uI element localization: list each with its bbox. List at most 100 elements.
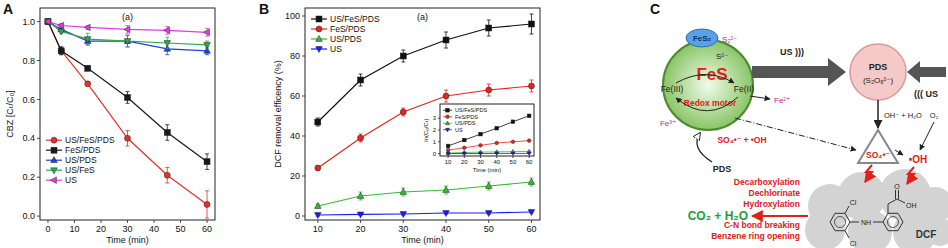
radical-triangle [858, 130, 898, 163]
aromatic-circle [888, 217, 899, 228]
data-point [528, 21, 534, 27]
data-point [45, 19, 51, 25]
data-point [479, 132, 483, 136]
data-point [400, 188, 407, 194]
legend-label: US [455, 127, 463, 133]
legend-marker [316, 16, 322, 22]
annotation: (a) [417, 12, 428, 22]
data-point [528, 210, 535, 216]
y-tick-label: 0.2 [22, 172, 35, 182]
diagram: FeS₂S₂²⁻S²⁻FeSFe(III)Fe(II)Redox motorFe… [660, 29, 948, 248]
pds-formula: (S₂O₈²⁻) [863, 76, 894, 85]
legend: US/FeS/PDSFeS/PDSUS/PDSUS [443, 107, 487, 133]
degradation-step: Dechlorinate [749, 188, 801, 198]
pds-input: PDS [713, 164, 732, 174]
series-line [48, 22, 207, 51]
data-point [44, 18, 50, 25]
data-point [45, 19, 51, 25]
data-point [527, 152, 531, 156]
data-point [358, 77, 364, 83]
bond [845, 206, 849, 213]
hydroxyl-arrow [895, 150, 903, 155]
data-point [485, 211, 492, 217]
s2-label: S²⁻ [716, 52, 728, 61]
data-point [315, 213, 322, 219]
bond [888, 199, 897, 204]
legend-label: US/FeS/PDS [65, 135, 115, 145]
data-point [315, 202, 322, 208]
x-tick-label: 10 [69, 224, 79, 234]
plot-frame [40, 8, 215, 220]
error-bar [205, 154, 209, 170]
data-point [164, 129, 170, 135]
error-bar [316, 166, 320, 170]
series-line [318, 212, 532, 215]
y-tick-label: 0.0 [22, 211, 35, 221]
panel-label: B [259, 1, 269, 17]
legend-marker [446, 108, 450, 112]
bond [850, 222, 859, 223]
degradation-step: Benzene ring opening [711, 231, 800, 241]
legend-marker [446, 128, 450, 132]
data-point [204, 201, 210, 207]
degradation-arrow [752, 215, 808, 217]
data-point [164, 41, 171, 47]
x-tick-label: 20 [356, 224, 366, 234]
cycle-arrow [676, 75, 734, 84]
error-bar [444, 90, 448, 102]
data-point [400, 109, 406, 115]
y-tick-label: 0.6 [22, 95, 35, 105]
data-point [400, 212, 407, 218]
panel-label: C [650, 1, 660, 17]
bond [898, 190, 899, 199]
data-point [528, 83, 534, 89]
x-tick-label: 60 [202, 224, 212, 234]
legend-label: US/PDS [330, 34, 362, 44]
data-point [357, 212, 364, 218]
data-point [45, 19, 52, 25]
y-tick-label: 0.4 [22, 133, 35, 143]
marks [446, 114, 531, 156]
data-point [164, 172, 170, 178]
x-tick-label: 50 [510, 159, 517, 165]
attack-arrow [907, 167, 914, 184]
data-point [84, 24, 90, 31]
data-point [463, 146, 467, 150]
bond [873, 222, 883, 223]
legend-label: US/PDS [455, 120, 476, 126]
series-line [48, 22, 207, 205]
data-point [485, 182, 492, 188]
cycle-arrow [676, 97, 738, 111]
series-line [48, 22, 207, 45]
data-point [125, 94, 131, 100]
ultrasound-arrow [907, 61, 946, 83]
us-label: ((( US [914, 89, 938, 99]
pds-circle [850, 44, 906, 100]
x-tick-label: 10 [445, 159, 452, 165]
data-point [486, 25, 492, 31]
data-point [443, 211, 450, 217]
error-bar [359, 74, 363, 86]
cloud [805, 210, 845, 248]
legend-label: US/FeS/PDS [455, 107, 487, 113]
plot-frame [305, 8, 540, 220]
y-tick-label: 1 [433, 139, 437, 145]
oxygen-label: O₂ [930, 111, 939, 120]
radical-arrow [735, 118, 856, 150]
fe2-label: Fe(II) [734, 84, 754, 94]
fe3-label: Fe(III) [661, 84, 684, 94]
error-bar [165, 125, 169, 141]
s22-label: S₂²⁻ [722, 35, 737, 44]
pollutant-label: DCF [916, 229, 937, 240]
x-tick-label: 30 [398, 224, 408, 234]
marks [44, 18, 210, 218]
y-tick-label: 1.0 [22, 17, 35, 27]
x-tick-label: 30 [122, 224, 132, 234]
benzene-ring [883, 213, 903, 230]
legend: US/FeS/PDSFeS/PDSUS/PDSUS [311, 14, 380, 54]
data-point [124, 26, 130, 33]
aromatic-circle [835, 217, 846, 228]
data-point [315, 119, 321, 125]
legend-marker [51, 137, 57, 143]
legend-marker [446, 115, 450, 119]
